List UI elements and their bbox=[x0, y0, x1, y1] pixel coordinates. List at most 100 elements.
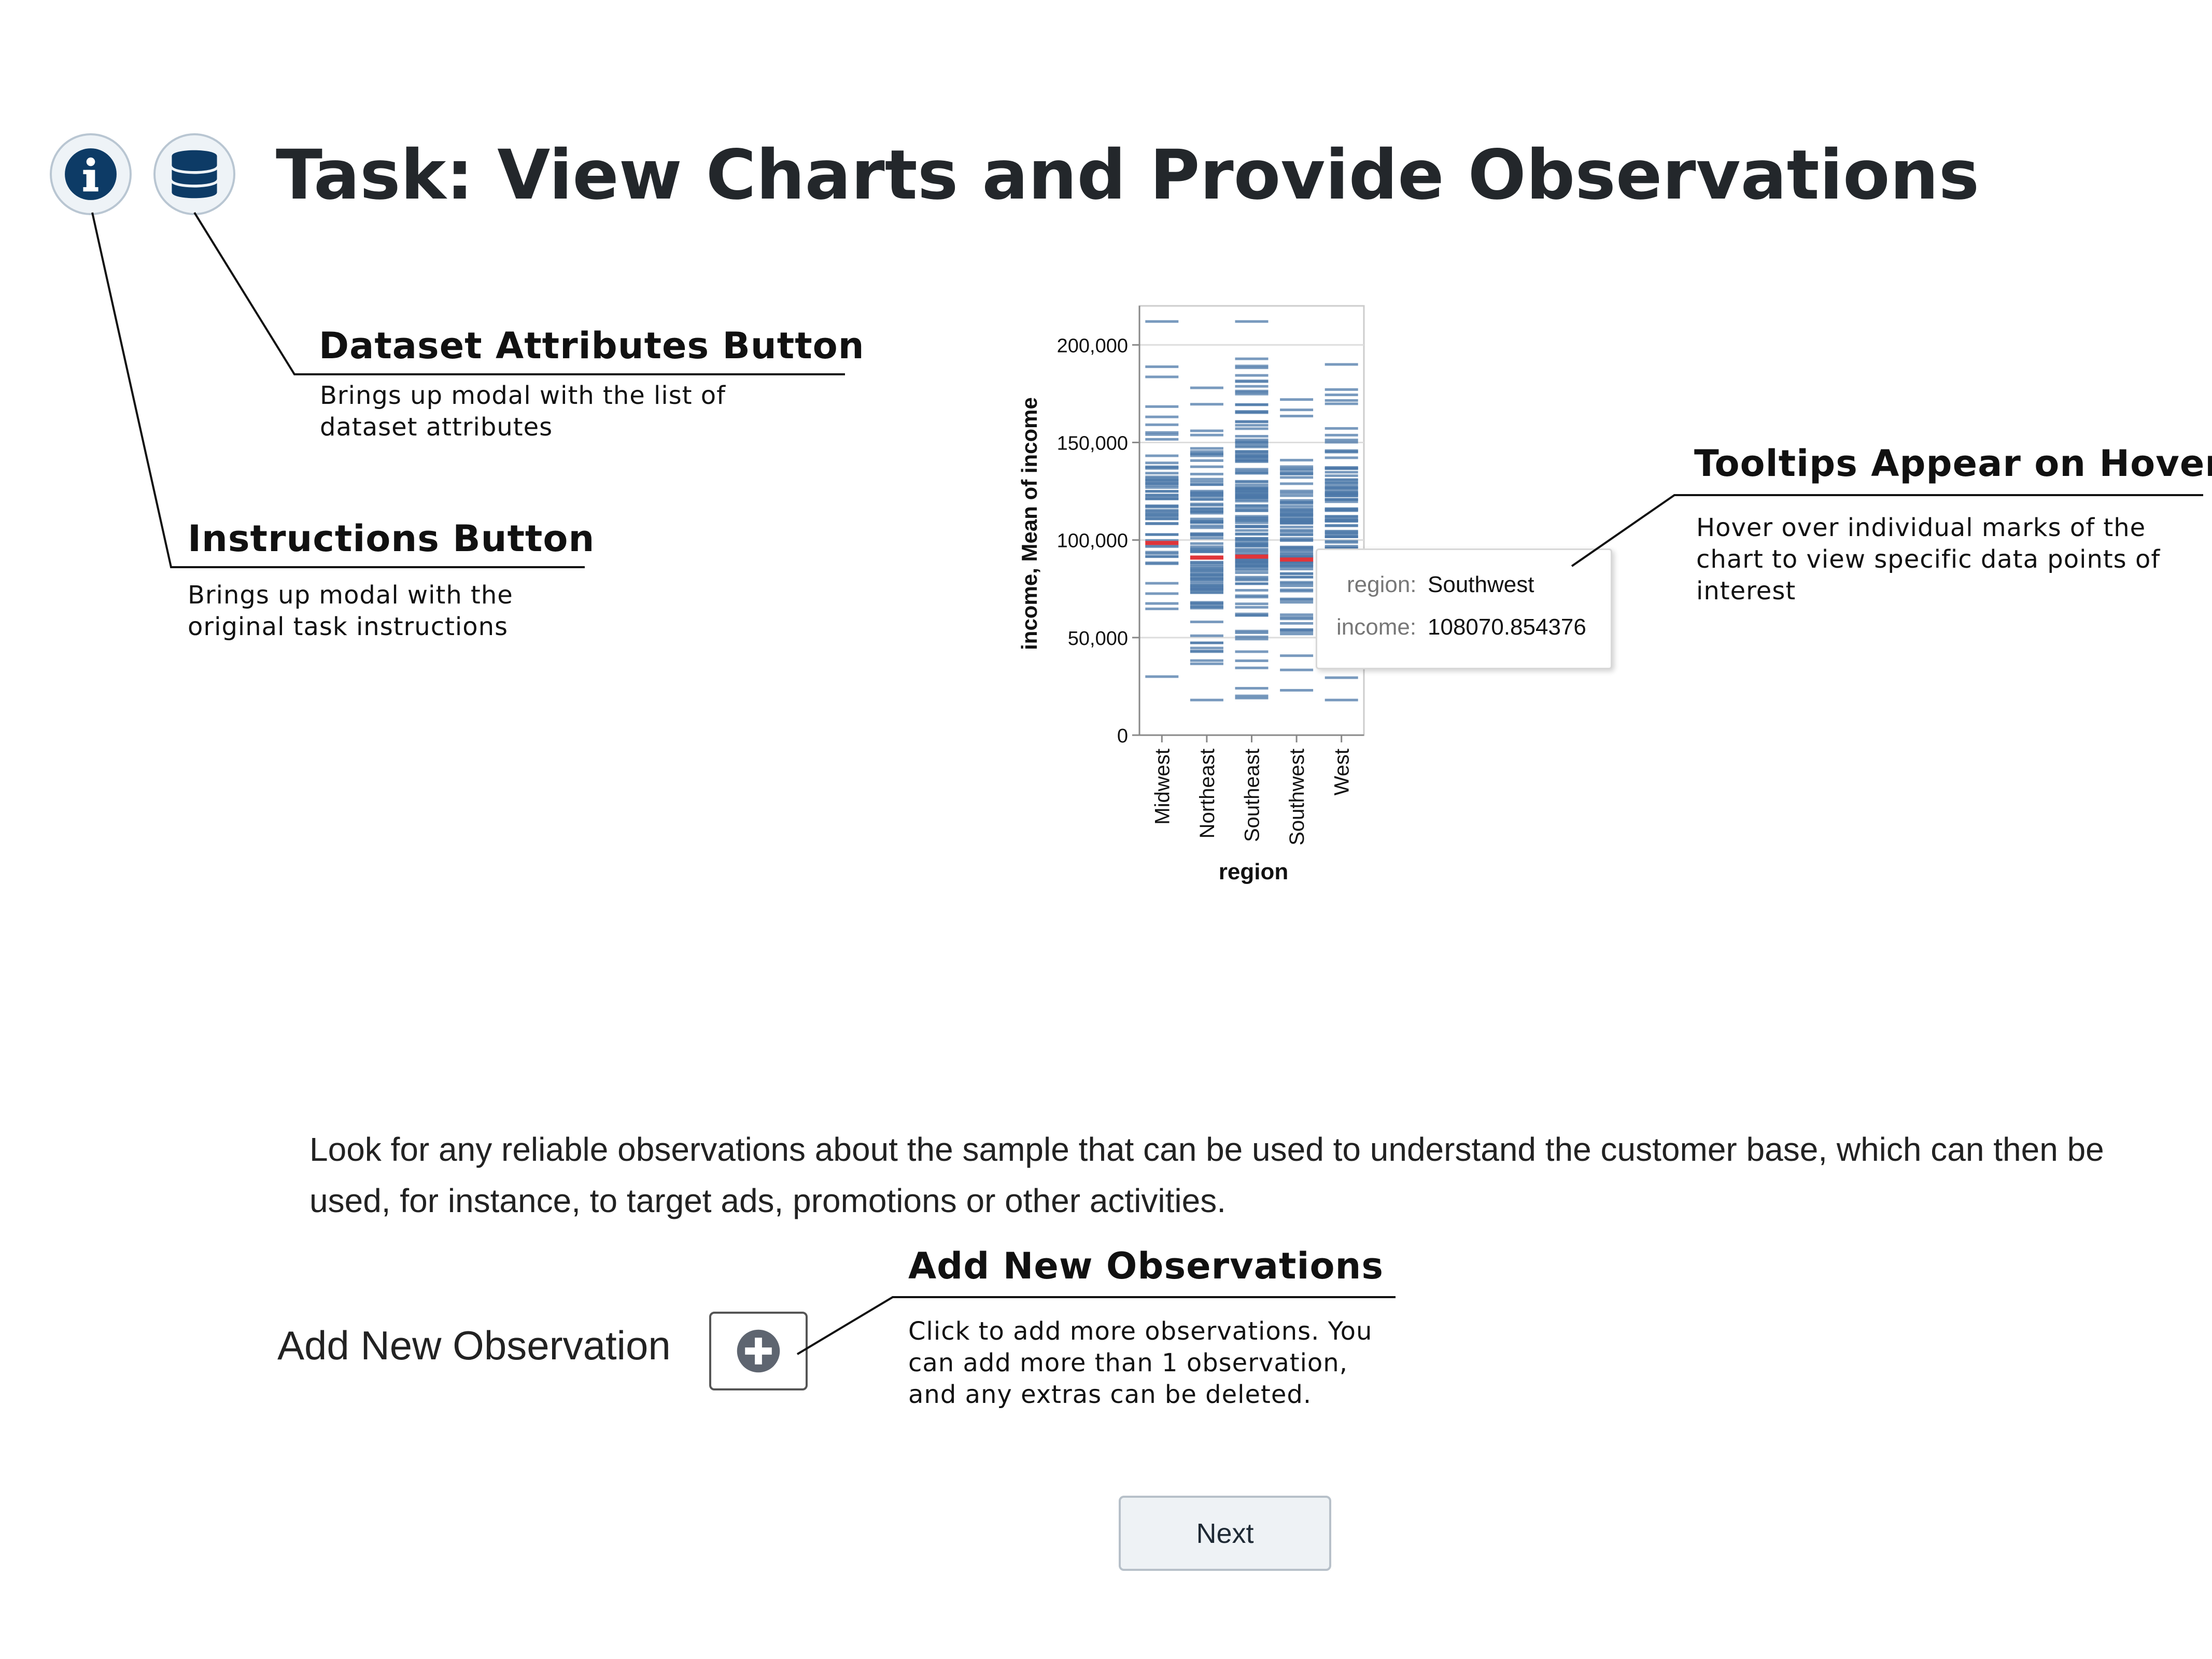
income-mark[interactable] bbox=[1145, 472, 1179, 475]
income-mark[interactable] bbox=[1325, 471, 1358, 474]
income-mark[interactable] bbox=[1145, 484, 1179, 487]
income-mark[interactable] bbox=[1235, 470, 1269, 473]
income-mark[interactable] bbox=[1190, 537, 1223, 540]
income-mark[interactable] bbox=[1190, 572, 1223, 575]
income-mark[interactable] bbox=[1190, 465, 1223, 468]
income-mark[interactable] bbox=[1280, 668, 1314, 671]
income-mark[interactable] bbox=[1235, 571, 1269, 574]
income-mark[interactable] bbox=[1235, 364, 1269, 368]
income-mark[interactable] bbox=[1190, 502, 1223, 505]
income-mark[interactable] bbox=[1280, 597, 1314, 600]
income-mark[interactable] bbox=[1280, 616, 1314, 619]
income-mark[interactable] bbox=[1190, 545, 1223, 549]
income-mark[interactable] bbox=[1280, 575, 1314, 579]
income-mark[interactable] bbox=[1235, 629, 1269, 632]
income-mark[interactable] bbox=[1145, 675, 1179, 678]
income-mark[interactable] bbox=[1280, 581, 1314, 584]
income-mark[interactable] bbox=[1190, 521, 1223, 524]
income-mark[interactable] bbox=[1235, 564, 1269, 567]
income-mark[interactable] bbox=[1280, 628, 1314, 631]
income-mark[interactable] bbox=[1235, 543, 1269, 546]
income-mark[interactable] bbox=[1235, 480, 1269, 483]
income-mark[interactable] bbox=[1190, 578, 1223, 581]
income-mark[interactable] bbox=[1145, 433, 1179, 436]
income-mark[interactable] bbox=[1235, 614, 1269, 617]
income-mark[interactable] bbox=[1190, 498, 1223, 501]
income-mark[interactable] bbox=[1280, 533, 1314, 537]
income-mark[interactable] bbox=[1280, 521, 1314, 524]
income-mark[interactable] bbox=[1280, 560, 1314, 564]
income-mark[interactable] bbox=[1145, 479, 1179, 482]
income-mark[interactable] bbox=[1235, 548, 1269, 551]
income-mark[interactable] bbox=[1235, 696, 1269, 699]
income-mark[interactable] bbox=[1235, 445, 1269, 448]
income-mark[interactable] bbox=[1190, 386, 1223, 389]
income-mark[interactable] bbox=[1190, 483, 1223, 486]
income-mark[interactable] bbox=[1325, 498, 1358, 501]
income-mark[interactable] bbox=[1235, 579, 1269, 582]
income-mark[interactable] bbox=[1235, 596, 1269, 599]
income-mark[interactable] bbox=[1190, 659, 1223, 662]
income-mark[interactable] bbox=[1190, 591, 1223, 594]
income-mark[interactable] bbox=[1235, 380, 1269, 383]
income-mark[interactable] bbox=[1190, 491, 1223, 495]
income-mark[interactable] bbox=[1145, 505, 1179, 509]
income-mark[interactable] bbox=[1325, 467, 1358, 470]
income-mark[interactable] bbox=[1145, 431, 1179, 434]
income-mark[interactable] bbox=[1235, 521, 1269, 524]
income-mark[interactable] bbox=[1190, 565, 1223, 568]
income-mark[interactable] bbox=[1280, 572, 1314, 575]
income-mark[interactable] bbox=[1145, 494, 1179, 497]
income-mark[interactable] bbox=[1325, 363, 1358, 366]
income-mark[interactable] bbox=[1190, 580, 1223, 583]
income-mark[interactable] bbox=[1145, 607, 1179, 610]
income-mark[interactable] bbox=[1145, 561, 1179, 565]
income-mark[interactable] bbox=[1235, 509, 1269, 512]
income-mark[interactable] bbox=[1280, 617, 1314, 621]
income-mark[interactable] bbox=[1145, 497, 1179, 500]
income-mark[interactable] bbox=[1145, 517, 1179, 521]
income-mark[interactable] bbox=[1145, 522, 1179, 525]
income-mark[interactable] bbox=[1145, 438, 1179, 441]
income-mark[interactable] bbox=[1325, 433, 1358, 437]
income-mark[interactable] bbox=[1280, 468, 1314, 471]
income-mark[interactable] bbox=[1145, 490, 1179, 493]
income-mark[interactable] bbox=[1280, 654, 1314, 657]
income-mark[interactable] bbox=[1235, 472, 1269, 475]
income-mark[interactable] bbox=[1190, 582, 1223, 585]
income-mark[interactable] bbox=[1235, 374, 1269, 377]
income-mark[interactable] bbox=[1235, 504, 1269, 508]
income-mark[interactable] bbox=[1235, 687, 1269, 690]
income-mark[interactable] bbox=[1235, 638, 1269, 641]
income-mark[interactable] bbox=[1235, 575, 1269, 579]
income-mark[interactable] bbox=[1190, 489, 1223, 493]
income-mark[interactable] bbox=[1235, 391, 1269, 394]
income-mark[interactable] bbox=[1280, 589, 1314, 593]
income-mark[interactable] bbox=[1280, 582, 1314, 585]
income-mark[interactable] bbox=[1145, 405, 1179, 408]
income-mark[interactable] bbox=[1235, 589, 1269, 592]
income-mark[interactable] bbox=[1235, 442, 1269, 445]
income-mark[interactable] bbox=[1280, 539, 1314, 542]
income-mark[interactable] bbox=[1235, 366, 1269, 369]
income-mark[interactable] bbox=[1145, 539, 1179, 542]
income-mark[interactable] bbox=[1325, 399, 1358, 402]
income-mark[interactable] bbox=[1190, 472, 1223, 475]
income-mark[interactable] bbox=[1280, 513, 1314, 516]
income-mark[interactable] bbox=[1235, 483, 1269, 486]
income-mark[interactable] bbox=[1280, 465, 1314, 468]
income-mark[interactable] bbox=[1235, 410, 1269, 413]
income-mark[interactable] bbox=[1235, 507, 1269, 510]
income-mark[interactable] bbox=[1235, 631, 1269, 634]
income-mark[interactable] bbox=[1280, 398, 1314, 401]
income-mark[interactable] bbox=[1280, 491, 1314, 495]
income-mark[interactable] bbox=[1280, 489, 1314, 493]
income-mark[interactable] bbox=[1145, 482, 1179, 485]
income-mark[interactable] bbox=[1325, 441, 1358, 444]
income-mark[interactable] bbox=[1190, 641, 1223, 644]
income-mark[interactable] bbox=[1190, 585, 1223, 588]
income-mark[interactable] bbox=[1325, 540, 1358, 543]
income-mark[interactable] bbox=[1235, 529, 1269, 532]
income-mark[interactable] bbox=[1190, 517, 1223, 521]
income-mark[interactable] bbox=[1235, 558, 1269, 561]
